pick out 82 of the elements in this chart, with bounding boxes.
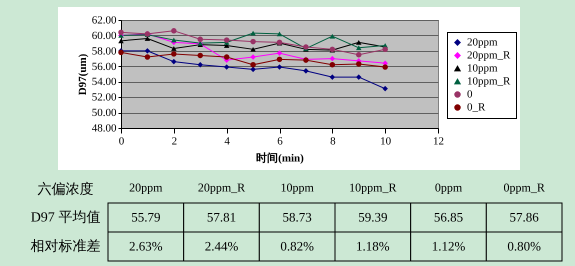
- y-tick-label: 60.00: [92, 30, 117, 42]
- legend-label: 0: [467, 88, 473, 100]
- point: [144, 48, 150, 54]
- point: [276, 64, 282, 70]
- x-tick-label: 20ppm: [129, 180, 164, 194]
- point: [224, 37, 230, 43]
- point: [171, 46, 177, 51]
- x-axis-title: 六偏浓度: [38, 182, 94, 198]
- point: [250, 54, 256, 60]
- legend-label: 20ppm_R: [467, 50, 512, 62]
- data-label: 57.86: [510, 210, 540, 224]
- x-tick-label: 20ppm_R: [198, 180, 246, 194]
- point: [276, 32, 282, 36]
- legend-label: 10ppm: [467, 62, 498, 74]
- x-tick-label: 0ppm: [434, 180, 463, 194]
- x-tick-label: 10ppm: [280, 180, 314, 194]
- point: [144, 54, 150, 60]
- x-tick-label: 12: [433, 136, 444, 148]
- data-label: 56.85: [434, 210, 464, 224]
- point: [330, 34, 336, 39]
- point: [330, 56, 336, 62]
- point: [198, 62, 203, 68]
- data-label: 2.63%: [129, 238, 163, 254]
- data-label: 1.12%: [432, 238, 466, 254]
- point: [382, 86, 388, 92]
- y-tick-label: 52.00: [92, 92, 117, 104]
- x-tick-label: 2: [172, 136, 178, 148]
- point: [171, 28, 177, 34]
- x-tick-label: 4: [224, 136, 230, 148]
- point: [171, 38, 177, 42]
- point: [224, 54, 230, 60]
- x-tick-label: 10: [380, 136, 392, 148]
- point: [382, 64, 388, 70]
- y-tick-label: D97 平均值: [30, 210, 100, 226]
- y-tick-label: 56.00: [92, 60, 117, 73]
- data-label: 0.80%: [507, 238, 542, 254]
- point: [198, 52, 203, 58]
- point: [276, 56, 282, 62]
- y-tick-label: 相对标准差: [30, 238, 100, 254]
- legend-label: 10ppm_R: [467, 76, 512, 88]
- point: [356, 45, 362, 50]
- point: [250, 62, 256, 68]
- data-label: 2.44%: [204, 238, 238, 254]
- point: [303, 68, 309, 74]
- point: [171, 51, 177, 57]
- data-label: 58.73: [282, 210, 312, 224]
- y-axis-title: D97(um): [76, 53, 89, 96]
- y-tick-label: 50.00: [92, 107, 117, 120]
- data-label: 57.81: [206, 210, 236, 224]
- point: [171, 58, 177, 64]
- point: [330, 74, 336, 80]
- point: [356, 52, 362, 58]
- y-tick-label: 48.00: [92, 122, 117, 134]
- point: [382, 46, 388, 52]
- point: [118, 38, 124, 44]
- x-tick-label: 10ppm_R: [349, 180, 397, 194]
- data-label: 59.39: [358, 210, 388, 224]
- point: [250, 66, 256, 72]
- point: [330, 62, 336, 68]
- legend-label: 20ppm: [467, 36, 498, 48]
- point: [250, 38, 256, 44]
- point: [224, 64, 230, 70]
- legend-label: 0_R: [467, 102, 486, 114]
- point: [276, 50, 282, 56]
- data-label: 0.82%: [280, 238, 314, 254]
- x-tick-label: 8: [330, 136, 336, 148]
- x-axis-title: 时间(min): [256, 152, 304, 164]
- y-tick-label: 58.00: [92, 45, 117, 58]
- data-label: 1.18%: [356, 238, 390, 254]
- point: [250, 46, 256, 52]
- point: [118, 30, 124, 36]
- point: [250, 30, 256, 36]
- x-tick-label: 0: [118, 136, 125, 148]
- point: [356, 74, 362, 80]
- point: [356, 40, 362, 45]
- data-label: 55.79: [131, 210, 160, 224]
- point: [198, 36, 203, 42]
- x-tick-label: 0ppm_R: [503, 180, 545, 194]
- y-tick-label: 54.00: [92, 76, 117, 88]
- point: [356, 61, 362, 67]
- y-tick-label: 62.00: [92, 14, 117, 26]
- x-tick-label: 6: [277, 136, 284, 148]
